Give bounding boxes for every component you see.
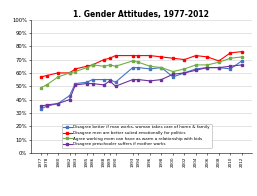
Disagree men are better suited emotionally for politics xyxy=(194,54,197,57)
Disagree preschooler suffers if mother works xyxy=(217,66,221,69)
Disagree preschooler suffers if mother works xyxy=(171,73,175,75)
Disagree preschooler suffers if mother works xyxy=(57,102,60,105)
Title: 1. Gender Attitudes, 1977-2012: 1. Gender Attitudes, 1977-2012 xyxy=(74,10,209,19)
Agree working mom can have as warm a relationship with kids xyxy=(103,65,106,67)
Disagree better if man works, woman takes care of home & family xyxy=(108,78,111,81)
Line: Disagree men are better suited emotionally for politics: Disagree men are better suited emotional… xyxy=(40,50,243,78)
Disagree better if man works, woman takes care of home & family xyxy=(217,66,221,69)
Agree working mom can have as warm a relationship with kids xyxy=(171,70,175,73)
Disagree better if man works, woman takes care of home & family xyxy=(194,68,197,70)
Disagree men are better suited emotionally for politics xyxy=(206,56,209,58)
Disagree preschooler suffers if mother works xyxy=(91,82,94,85)
Disagree preschooler suffers if mother works xyxy=(114,85,117,87)
Disagree better if man works, woman takes care of home & family xyxy=(183,72,186,74)
Disagree better if man works, woman takes care of home & family xyxy=(137,66,140,69)
Disagree better if man works, woman takes care of home & family xyxy=(103,78,106,81)
Agree working mom can have as warm a relationship with kids xyxy=(149,65,152,67)
Disagree better if man works, woman takes care of home & family xyxy=(74,82,77,85)
Disagree preschooler suffers if mother works xyxy=(194,69,197,71)
Disagree men are better suited emotionally for politics xyxy=(160,56,163,58)
Agree working mom can have as warm a relationship with kids xyxy=(217,61,221,64)
Agree working mom can have as warm a relationship with kids xyxy=(114,65,117,67)
Disagree men are better suited emotionally for politics xyxy=(114,54,117,57)
Disagree preschooler suffers if mother works xyxy=(74,84,77,86)
Disagree better if man works, woman takes care of home & family xyxy=(85,81,88,83)
Disagree men are better suited emotionally for politics xyxy=(183,58,186,61)
Disagree preschooler suffers if mother works xyxy=(108,80,111,82)
Agree working mom can have as warm a relationship with kids xyxy=(57,76,60,78)
Disagree men are better suited emotionally for politics xyxy=(68,72,71,74)
Disagree men are better suited emotionally for politics xyxy=(131,54,134,57)
Agree working mom can have as warm a relationship with kids xyxy=(131,60,134,62)
Agree working mom can have as warm a relationship with kids xyxy=(183,68,186,70)
Disagree men are better suited emotionally for politics xyxy=(74,68,77,70)
Disagree men are better suited emotionally for politics xyxy=(39,76,42,78)
Disagree better if man works, woman takes care of home & family xyxy=(39,108,42,110)
Disagree men are better suited emotionally for politics xyxy=(240,50,243,53)
Disagree preschooler suffers if mother works xyxy=(206,66,209,69)
Disagree preschooler suffers if mother works xyxy=(39,105,42,107)
Disagree better if man works, woman takes care of home & family xyxy=(229,68,232,70)
Disagree preschooler suffers if mother works xyxy=(183,72,186,74)
Line: Disagree better if man works, woman takes care of home & family: Disagree better if man works, woman take… xyxy=(40,60,243,110)
Disagree men are better suited emotionally for politics xyxy=(217,60,221,62)
Disagree better if man works, woman takes care of home & family xyxy=(171,76,175,78)
Disagree preschooler suffers if mother works xyxy=(160,78,163,81)
Disagree preschooler suffers if mother works xyxy=(229,65,232,67)
Disagree men are better suited emotionally for politics xyxy=(57,72,60,74)
Disagree men are better suited emotionally for politics xyxy=(45,74,48,77)
Agree working mom can have as warm a relationship with kids xyxy=(39,86,42,89)
Agree working mom can have as warm a relationship with kids xyxy=(45,84,48,86)
Disagree men are better suited emotionally for politics xyxy=(91,64,94,66)
Disagree men are better suited emotionally for politics xyxy=(149,54,152,57)
Agree working mom can have as warm a relationship with kids xyxy=(194,64,197,66)
Disagree preschooler suffers if mother works xyxy=(85,82,88,85)
Disagree men are better suited emotionally for politics xyxy=(85,65,88,67)
Line: Disagree preschooler suffers if mother works: Disagree preschooler suffers if mother w… xyxy=(40,64,243,107)
Agree working mom can have as warm a relationship with kids xyxy=(108,64,111,66)
Disagree preschooler suffers if mother works xyxy=(137,78,140,81)
Disagree men are better suited emotionally for politics xyxy=(171,57,175,59)
Disagree better if man works, woman takes care of home & family xyxy=(45,105,48,107)
Disagree men are better suited emotionally for politics xyxy=(229,52,232,54)
Disagree better if man works, woman takes care of home & family xyxy=(57,102,60,105)
Disagree better if man works, woman takes care of home & family xyxy=(240,60,243,62)
Disagree men are better suited emotionally for politics xyxy=(137,54,140,57)
Agree working mom can have as warm a relationship with kids xyxy=(229,57,232,59)
Disagree preschooler suffers if mother works xyxy=(149,80,152,82)
Disagree better if man works, woman takes care of home & family xyxy=(206,66,209,69)
Disagree better if man works, woman takes care of home & family xyxy=(131,66,134,69)
Disagree better if man works, woman takes care of home & family xyxy=(149,68,152,70)
Agree working mom can have as warm a relationship with kids xyxy=(137,61,140,64)
Disagree preschooler suffers if mother works xyxy=(131,78,134,81)
Disagree men are better suited emotionally for politics xyxy=(103,58,106,61)
Agree working mom can have as warm a relationship with kids xyxy=(68,72,71,74)
Agree working mom can have as warm a relationship with kids xyxy=(206,64,209,66)
Disagree men are better suited emotionally for politics xyxy=(108,57,111,59)
Agree working mom can have as warm a relationship with kids xyxy=(160,66,163,69)
Agree working mom can have as warm a relationship with kids xyxy=(74,70,77,73)
Disagree better if man works, woman takes care of home & family xyxy=(91,78,94,81)
Line: Agree working mom can have as warm a relationship with kids: Agree working mom can have as warm a rel… xyxy=(40,56,243,89)
Agree working mom can have as warm a relationship with kids xyxy=(85,66,88,69)
Disagree better if man works, woman takes care of home & family xyxy=(160,66,163,69)
Disagree better if man works, woman takes care of home & family xyxy=(68,94,71,97)
Agree working mom can have as warm a relationship with kids xyxy=(240,56,243,58)
Agree working mom can have as warm a relationship with kids xyxy=(91,64,94,66)
Disagree better if man works, woman takes care of home & family xyxy=(114,81,117,83)
Disagree preschooler suffers if mother works xyxy=(45,104,48,106)
Legend: Disagree better if man works, woman takes care of home & family, Disagree men ar: Disagree better if man works, woman take… xyxy=(62,124,212,148)
Disagree preschooler suffers if mother works xyxy=(68,98,71,101)
Disagree preschooler suffers if mother works xyxy=(240,64,243,66)
Disagree preschooler suffers if mother works xyxy=(103,84,106,86)
